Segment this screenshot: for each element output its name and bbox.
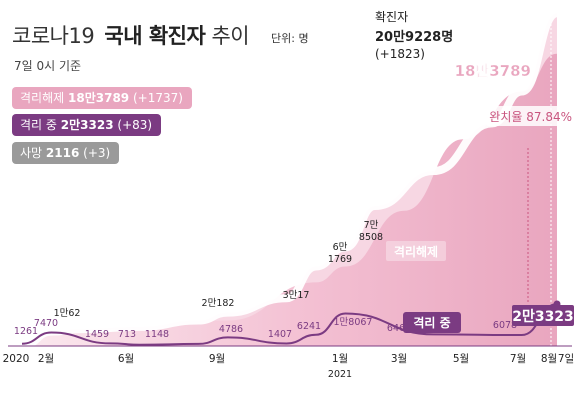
x-tick-label: 5월 xyxy=(453,353,469,365)
x-tick-label: 3월 xyxy=(391,353,407,365)
data-label: 7만 xyxy=(364,220,379,231)
x-tick-sublabel: 2021 xyxy=(328,369,352,380)
isolated-line-label: 격리 중 xyxy=(413,315,450,330)
rate-label-bg xyxy=(486,106,574,126)
data-label: 1261 xyxy=(14,326,38,337)
legend-deaths: 사망 2116 (+3) xyxy=(12,142,120,164)
data-label: 6241 xyxy=(297,321,321,332)
data-label: 6만 xyxy=(333,242,348,253)
x-tick-label: 6월 xyxy=(118,353,134,365)
data-label: 2만182 xyxy=(202,298,235,309)
data-label: 1만62 xyxy=(54,308,81,319)
x-tick-label: 7월 xyxy=(510,353,526,365)
isolated-value-bg xyxy=(512,305,574,326)
as-of-label: 7일 0시 기준 xyxy=(14,59,82,73)
data-label: 4786 xyxy=(219,324,243,335)
data-label: 6078 xyxy=(493,320,517,331)
data-label: 1407 xyxy=(268,329,292,340)
released-value-label: 18만3789 xyxy=(455,62,531,80)
data-label: 7470 xyxy=(34,318,58,329)
data-label: 1459 xyxy=(85,329,109,340)
total-callout: 확진자 20만9228명 (+1823) xyxy=(375,8,453,61)
released-area xyxy=(22,53,557,346)
data-label: 1769 xyxy=(328,254,352,265)
legend-released: 격리해제 18만3789 (+1737) xyxy=(12,87,192,109)
data-label: 6462 xyxy=(387,323,411,334)
x-tick-label: 8월 xyxy=(541,353,557,365)
x-tick-label: 7일 xyxy=(558,352,574,365)
released-area-label: 격리해제 xyxy=(394,244,438,259)
total-label: 확진자 xyxy=(375,10,409,24)
data-label: 1만8067 xyxy=(334,317,373,328)
x-tick-label: 2월 xyxy=(38,353,54,365)
completion-rate-label: 완치율 87.84% xyxy=(489,110,572,124)
data-label: 3만17 xyxy=(283,290,310,301)
isolated-line xyxy=(21,303,558,346)
total-change: (+1823) xyxy=(375,47,425,61)
x-tick-label: 2020 xyxy=(3,353,30,365)
legend-isolated: 격리 중 2만3323 (+83) xyxy=(12,114,162,136)
isolated-label-bg xyxy=(403,312,461,333)
released-area-label-bg xyxy=(386,241,446,261)
x-tick-label: 9월 xyxy=(209,353,225,365)
data-label: 8508 xyxy=(359,232,383,243)
isolated-value-label: 2만3323 xyxy=(512,309,574,325)
data-label: 1148 xyxy=(145,329,169,340)
data-label: 713 xyxy=(118,329,136,340)
chart-title: 코로나19 국내 확진자 추이 xyxy=(12,24,250,48)
unit-label: 단위: 명 xyxy=(271,32,309,45)
total-value: 20만9228명 xyxy=(375,30,454,45)
x-tick-label: 1월 xyxy=(332,353,348,365)
